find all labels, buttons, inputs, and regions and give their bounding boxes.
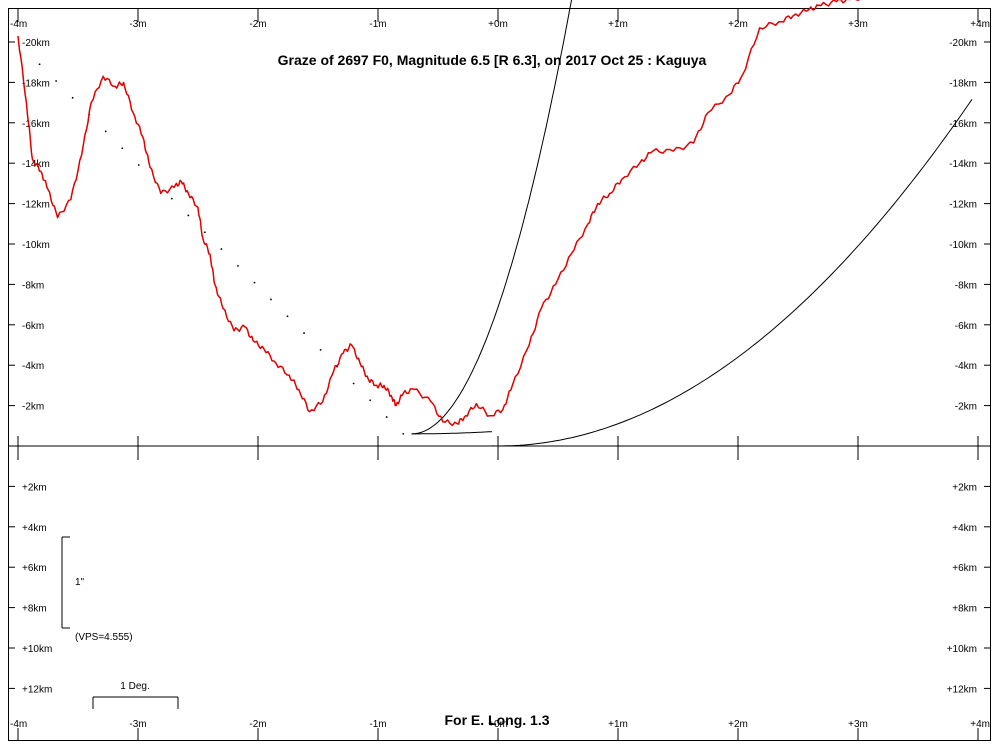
- x-tick-label-top: +1m: [608, 19, 628, 30]
- y-tick-label-left: +12km: [22, 684, 52, 695]
- y-tick-label-left: +6km: [22, 563, 47, 574]
- y-tick-label-left: -2km: [22, 402, 44, 413]
- southern-limit-curve: [491, 99, 973, 447]
- degree-scale-label: 1 Deg.: [120, 681, 149, 692]
- arcsec-scale-label: 1": [75, 577, 85, 588]
- northern-limit-curve: [411, 0, 573, 435]
- limit-dot: [203, 231, 206, 234]
- limit-dot: [237, 264, 239, 267]
- y-tick-label-left: +2km: [22, 482, 47, 493]
- ticks: -4m -4m -3m -3m -2m -2m -1m -1m +0m +0m +1m +1m +2m +…: [9, 9, 990, 740]
- y-tick-label-left: -18km: [22, 78, 50, 89]
- y-tick-label-left: -10km: [22, 240, 50, 251]
- y-tick-label-right: -20km: [949, 38, 977, 49]
- y-tick-label-right: +2km: [952, 482, 977, 493]
- vps-label: (VPS=4.555): [75, 632, 133, 643]
- chart-title: Graze of 2697 F0, Magnitude 6.5 [R 6.3],…: [278, 52, 707, 68]
- limit-dot: [369, 399, 372, 402]
- limit-dot: [220, 248, 223, 250]
- x-tick-label-bottom: +3m: [848, 719, 868, 730]
- y-tick-label-right: -6km: [955, 321, 977, 332]
- limit-dot: [104, 130, 107, 133]
- x-tick-label-top: -2m: [249, 19, 266, 30]
- y-tick-label-right: -8km: [955, 280, 977, 291]
- y-tick-label-right: +10km: [947, 644, 977, 655]
- x-tick-label-top: -3m: [129, 19, 146, 30]
- limit-dot: [303, 332, 305, 334]
- x-tick-label-top: +3m: [848, 19, 868, 30]
- y-tick-label-right: -16km: [949, 119, 977, 130]
- dotted-limit-line: [38, 63, 405, 435]
- y-tick-label-right: -18km: [949, 78, 977, 89]
- y-tick-label-left: -16km: [22, 119, 50, 130]
- y-tick-label-left: -12km: [22, 200, 50, 211]
- x-tick-label-top: +4m: [970, 19, 990, 30]
- limit-curve-connector: [411, 431, 493, 435]
- limit-dot: [385, 416, 388, 418]
- y-tick-label-left: +10km: [22, 644, 52, 655]
- limit-dot: [55, 80, 58, 82]
- x-tick-label-top: +0m: [488, 19, 508, 30]
- limit-dot: [253, 281, 256, 284]
- y-tick-label-left: -20km: [22, 38, 50, 49]
- limit-dot: [38, 63, 41, 66]
- limit-dot: [187, 214, 190, 217]
- x-tick-label-bottom: +0m: [488, 719, 508, 730]
- chart-footer: For E. Long. 1.3: [444, 712, 549, 728]
- lunar-limb-profile: [17, 0, 860, 427]
- y-tick-label-right: -2km: [955, 402, 977, 413]
- y-tick-label-right: -4km: [955, 361, 977, 372]
- plot-frame: [8, 8, 991, 741]
- degree-scale-bar: [92, 696, 179, 709]
- x-tick-label-bottom: -4m: [10, 719, 27, 730]
- limit-dot: [270, 298, 272, 301]
- x-tick-label-bottom: +1m: [608, 719, 628, 730]
- x-tick-label-top: +2m: [728, 19, 748, 30]
- limit-dot: [319, 348, 322, 351]
- y-tick-label-left: +4km: [22, 523, 47, 534]
- y-tick-label-right: +6km: [952, 563, 977, 574]
- y-tick-label-left: +8km: [22, 604, 47, 615]
- x-tick-label-bottom: -3m: [129, 719, 146, 730]
- x-tick-label-bottom: +2m: [728, 719, 748, 730]
- limit-dot: [352, 382, 355, 385]
- y-tick-label-right: -12km: [949, 200, 977, 211]
- y-tick-label-left: -4km: [22, 361, 44, 372]
- y-tick-label-right: -10km: [949, 240, 977, 251]
- limit-curves: [411, 0, 973, 447]
- limit-dot: [286, 315, 289, 318]
- limit-dot: [402, 432, 405, 435]
- limit-dot: [137, 164, 140, 166]
- limit-dot: [71, 96, 74, 99]
- arcsec-scale-bar: [61, 536, 70, 629]
- y-tick-label-right: +12km: [947, 684, 977, 695]
- x-tick-label-top: -4m: [10, 19, 27, 30]
- limit-dot: [121, 147, 124, 150]
- y-tick-label-left: -6km: [22, 321, 44, 332]
- y-tick-label-right: +8km: [952, 604, 977, 615]
- x-tick-label-bottom: -1m: [369, 719, 386, 730]
- y-tick-label-left: -8km: [22, 280, 44, 291]
- x-tick-label-bottom: -2m: [249, 719, 266, 730]
- x-tick-label-bottom: +4m: [970, 719, 990, 730]
- limb-profile-line: [17, 0, 860, 427]
- y-tick-label-right: -14km: [949, 159, 977, 170]
- y-tick-label-right: +4km: [952, 523, 977, 534]
- limit-dot: [170, 197, 173, 200]
- x-tick-label-top: -1m: [369, 19, 386, 30]
